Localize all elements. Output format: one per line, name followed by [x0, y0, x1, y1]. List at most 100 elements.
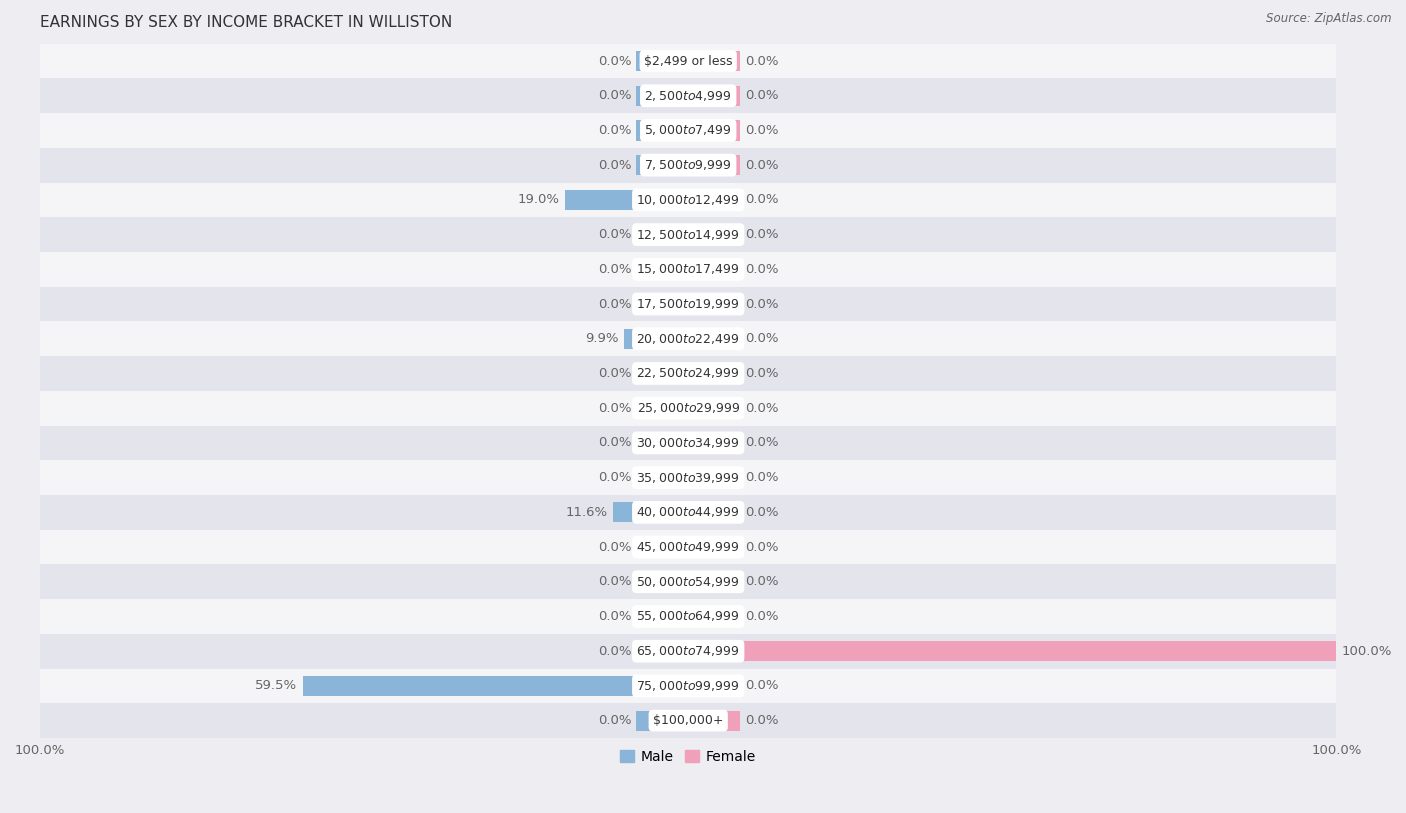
Bar — [688, 363, 740, 384]
Text: $50,000 to $54,999: $50,000 to $54,999 — [637, 575, 740, 589]
Text: 0.0%: 0.0% — [598, 714, 631, 727]
Text: $65,000 to $74,999: $65,000 to $74,999 — [637, 644, 740, 659]
Bar — [41, 634, 1336, 668]
Text: Source: ZipAtlas.com: Source: ZipAtlas.com — [1267, 12, 1392, 25]
Bar — [624, 328, 688, 349]
Bar — [637, 606, 688, 627]
Text: 0.0%: 0.0% — [745, 541, 779, 554]
Text: 0.0%: 0.0% — [598, 437, 631, 450]
Text: 59.5%: 59.5% — [256, 680, 298, 693]
Bar — [637, 641, 688, 661]
Bar — [41, 148, 1336, 183]
Bar — [688, 85, 740, 106]
Bar — [688, 120, 740, 141]
Bar — [637, 572, 688, 592]
Bar — [41, 252, 1336, 287]
Bar — [637, 363, 688, 384]
Bar — [613, 502, 688, 523]
Text: 0.0%: 0.0% — [745, 402, 779, 415]
Bar — [637, 294, 688, 314]
Text: 11.6%: 11.6% — [565, 506, 607, 519]
Text: 0.0%: 0.0% — [745, 610, 779, 623]
Bar — [637, 120, 688, 141]
Text: $20,000 to $22,499: $20,000 to $22,499 — [637, 332, 740, 346]
Text: 0.0%: 0.0% — [745, 159, 779, 172]
Bar — [41, 113, 1336, 148]
Text: $10,000 to $12,499: $10,000 to $12,499 — [637, 193, 740, 207]
Bar — [688, 433, 740, 453]
Text: $25,000 to $29,999: $25,000 to $29,999 — [637, 401, 740, 415]
Text: 0.0%: 0.0% — [598, 54, 631, 67]
Bar — [688, 51, 740, 71]
Text: $55,000 to $64,999: $55,000 to $64,999 — [637, 610, 740, 624]
Bar — [41, 703, 1336, 738]
Text: 0.0%: 0.0% — [745, 680, 779, 693]
Bar — [688, 467, 740, 488]
Bar — [41, 599, 1336, 634]
Text: 0.0%: 0.0% — [745, 437, 779, 450]
Bar — [41, 44, 1336, 78]
Text: 0.0%: 0.0% — [598, 541, 631, 554]
Bar — [688, 572, 740, 592]
Bar — [637, 537, 688, 557]
Text: 0.0%: 0.0% — [745, 576, 779, 589]
Text: EARNINGS BY SEX BY INCOME BRACKET IN WILLISTON: EARNINGS BY SEX BY INCOME BRACKET IN WIL… — [41, 15, 453, 30]
Bar — [637, 467, 688, 488]
Text: 0.0%: 0.0% — [745, 333, 779, 346]
Bar — [41, 321, 1336, 356]
Text: 0.0%: 0.0% — [598, 298, 631, 311]
Text: 0.0%: 0.0% — [745, 471, 779, 484]
Bar — [688, 502, 740, 523]
Text: 19.0%: 19.0% — [517, 193, 560, 207]
Bar — [688, 224, 740, 245]
Bar — [637, 711, 688, 731]
Legend: Male, Female: Male, Female — [614, 744, 762, 769]
Text: 0.0%: 0.0% — [598, 228, 631, 241]
Text: 0.0%: 0.0% — [598, 159, 631, 172]
Text: 0.0%: 0.0% — [745, 124, 779, 137]
Bar — [688, 259, 740, 280]
Bar — [41, 183, 1336, 217]
Text: $7,500 to $9,999: $7,500 to $9,999 — [644, 159, 733, 172]
Text: 0.0%: 0.0% — [745, 193, 779, 207]
Bar — [688, 155, 740, 176]
Bar — [41, 564, 1336, 599]
Bar — [637, 155, 688, 176]
Text: $30,000 to $34,999: $30,000 to $34,999 — [637, 436, 740, 450]
Text: $12,500 to $14,999: $12,500 to $14,999 — [637, 228, 740, 241]
Text: 0.0%: 0.0% — [598, 89, 631, 102]
Text: $22,500 to $24,999: $22,500 to $24,999 — [637, 367, 740, 380]
Text: 0.0%: 0.0% — [745, 714, 779, 727]
Text: $75,000 to $99,999: $75,000 to $99,999 — [637, 679, 740, 693]
Text: $2,500 to $4,999: $2,500 to $4,999 — [644, 89, 733, 102]
Bar — [688, 641, 1336, 661]
Text: 9.9%: 9.9% — [585, 333, 619, 346]
Bar — [41, 495, 1336, 530]
Text: $100,000+: $100,000+ — [652, 714, 724, 727]
Bar — [41, 78, 1336, 113]
Bar — [41, 217, 1336, 252]
Text: 0.0%: 0.0% — [598, 576, 631, 589]
Text: 0.0%: 0.0% — [745, 298, 779, 311]
Bar — [41, 460, 1336, 495]
Bar — [637, 224, 688, 245]
Bar — [637, 398, 688, 418]
Text: $5,000 to $7,499: $5,000 to $7,499 — [644, 124, 733, 137]
Text: 0.0%: 0.0% — [598, 263, 631, 276]
Text: 0.0%: 0.0% — [598, 610, 631, 623]
Text: 0.0%: 0.0% — [745, 506, 779, 519]
Bar — [41, 287, 1336, 321]
Bar — [688, 398, 740, 418]
Text: $15,000 to $17,499: $15,000 to $17,499 — [637, 263, 740, 276]
Text: 0.0%: 0.0% — [745, 89, 779, 102]
Bar — [637, 433, 688, 453]
Text: 100.0%: 100.0% — [1341, 645, 1392, 658]
Text: $35,000 to $39,999: $35,000 to $39,999 — [637, 471, 740, 485]
Bar — [688, 711, 740, 731]
Text: 0.0%: 0.0% — [598, 645, 631, 658]
Text: 0.0%: 0.0% — [745, 228, 779, 241]
Bar — [41, 530, 1336, 564]
Bar — [637, 51, 688, 71]
Text: 0.0%: 0.0% — [598, 471, 631, 484]
Bar — [565, 189, 688, 210]
